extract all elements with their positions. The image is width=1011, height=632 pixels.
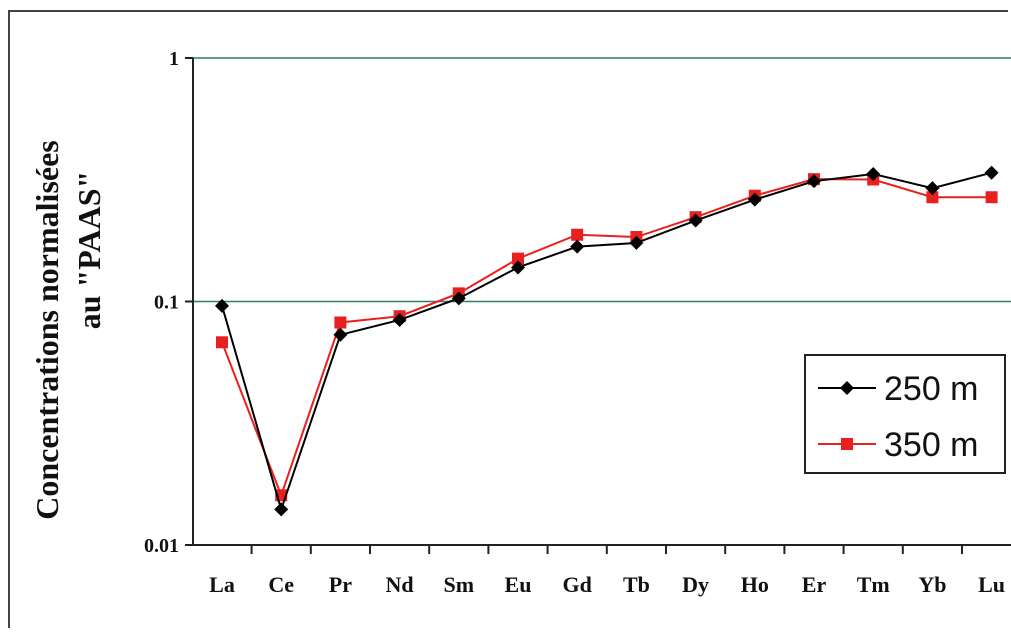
data-point-square [926, 191, 939, 204]
x-tick-label: Eu [505, 572, 532, 597]
legend-item: 250 m [818, 370, 979, 408]
x-tick-label: Tm [857, 572, 890, 597]
x-tick-labels: La Ce Pr Nd Sm Eu Gd Tb Dy Ho Er Tm Yb Lu [209, 572, 1005, 597]
data-point-diamond [925, 181, 940, 196]
data-point-diamond [274, 502, 289, 517]
y-tick-label: 1 [169, 48, 179, 70]
data-point-diamond [511, 260, 525, 275]
legend-label: 350 m [884, 426, 979, 464]
data-point-square [334, 316, 347, 329]
plot-area: 0.01 0.1 1 La Ce Pr Nd Sm Eu Gd Tb Dy Ho Er Tm Yb Lu [144, 48, 1011, 597]
data-point-diamond [629, 235, 644, 250]
x-tick-label: Er [802, 572, 827, 597]
x-tick-label: Yb [918, 572, 946, 597]
axes [185, 57, 1011, 554]
series-250-m [215, 165, 999, 517]
data-point-square [216, 336, 228, 349]
x-tick-label: Pr [329, 572, 352, 597]
data-point-diamond [215, 298, 229, 313]
data-point-diamond [570, 239, 585, 254]
data-point-diamond [984, 165, 999, 180]
legend-item: 350 m [818, 426, 979, 464]
data-point-diamond [840, 381, 854, 395]
x-tick-label: Ho [741, 572, 769, 597]
x-tick-label: Sm [444, 572, 475, 597]
series-line [221, 171, 992, 513]
y-tick-labels: 0.01 0.1 1 [144, 48, 179, 557]
chart-frame [8, 10, 1008, 628]
legend-items: 250 m 350 m [818, 370, 979, 464]
x-tick-label: Lu [978, 572, 1005, 597]
legend-box [804, 354, 1006, 474]
y-tick-label: 0.01 [144, 535, 179, 557]
series [215, 165, 999, 517]
series-line [221, 178, 992, 499]
x-tick-label: Dy [682, 572, 709, 597]
data-point-diamond [333, 327, 348, 342]
grid-lines [193, 57, 1011, 303]
x-tick-label: Tb [623, 572, 650, 597]
data-point-square [841, 438, 853, 450]
x-tick-label: La [209, 572, 235, 597]
data-point-diamond [866, 166, 881, 181]
data-point-diamond [747, 192, 762, 207]
x-tick-label: Nd [386, 572, 414, 597]
data-point-square [985, 191, 998, 204]
data-point-diamond [688, 213, 703, 228]
data-point-diamond [451, 291, 466, 306]
data-point-diamond [392, 312, 407, 327]
data-point-square [571, 228, 584, 241]
y-axis-title-line1: Concentrations normalisées [29, 140, 65, 520]
x-tick-label: Ce [268, 572, 294, 597]
data-point-diamond [807, 174, 821, 189]
x-tick-label: Gd [563, 572, 592, 597]
y-tick-label: 0.1 [154, 292, 179, 314]
data-point-square [512, 252, 524, 265]
legend-label: 250 m [884, 370, 979, 408]
legend: 250 m 350 m [804, 354, 1006, 474]
y-axis-title-line2: au "PAAS" [71, 171, 107, 330]
